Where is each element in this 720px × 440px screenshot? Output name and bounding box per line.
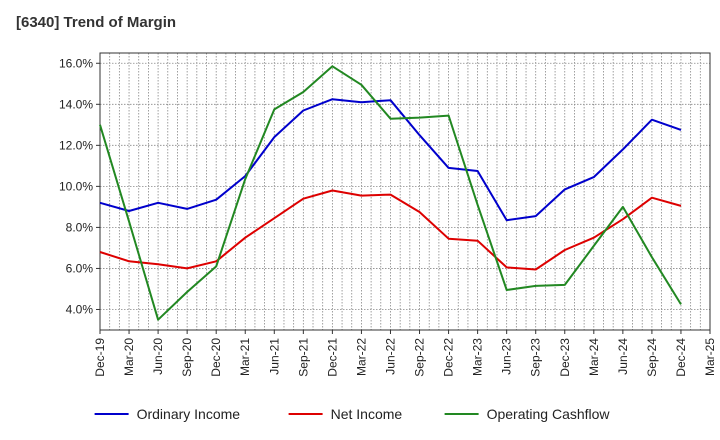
y-tick-label: 10.0% <box>59 179 93 193</box>
x-tick-label: Jun-24 <box>616 338 630 375</box>
x-tick-label: Sep-20 <box>180 338 194 377</box>
legend-label-net-income: Net Income <box>331 406 403 422</box>
x-tick-label: Mar-21 <box>238 338 252 376</box>
y-tick-label: 16.0% <box>59 56 93 70</box>
x-tick-label: Sep-22 <box>413 338 427 377</box>
x-tick-label: Mar-24 <box>587 338 601 376</box>
x-tick-label: Jun-22 <box>383 338 397 375</box>
series-lines <box>99 65 682 321</box>
series-line-net-income <box>99 189 682 271</box>
x-tick-label: Mar-25 <box>703 338 717 376</box>
gridlines <box>99 53 711 330</box>
x-tick-labels: Dec-19 Mar-20 Jun-20 Sep-20 Dec-20 Mar-21 Jun-… <box>93 338 717 377</box>
series-line-operating-cashflow <box>99 65 682 321</box>
y-tick-label: 6.0% <box>66 261 94 275</box>
y-tick-label: 12.0% <box>59 138 93 152</box>
x-tick-label: Dec-22 <box>442 338 456 377</box>
plot-frame <box>99 52 711 331</box>
x-tick-label: Dec-21 <box>325 338 339 377</box>
legend: Ordinary Income Net Income Operating Cashf… <box>94 406 611 422</box>
x-tick-label: Sep-21 <box>296 338 310 377</box>
series-line-ordinary-income <box>99 98 682 222</box>
x-tick-label: Mar-22 <box>354 338 368 376</box>
y-tick-label: 4.0% <box>66 302 94 316</box>
x-tick-label: Mar-23 <box>471 338 485 376</box>
legend-label-ordinary-income: Ordinary Income <box>137 406 241 422</box>
x-tick-label: Sep-24 <box>645 338 659 377</box>
axes <box>96 52 711 334</box>
x-tick-label: Dec-24 <box>674 338 688 377</box>
legend-label-operating-cashflow: Operating Cashflow <box>487 406 611 422</box>
x-tick-label: Jun-21 <box>267 338 281 375</box>
y-tick-label: 14.0% <box>59 97 93 111</box>
x-tick-label: Dec-23 <box>558 338 572 377</box>
x-tick-label: Sep-23 <box>529 338 543 377</box>
x-tick-label: Dec-19 <box>93 338 107 377</box>
x-tick-label: Jun-23 <box>500 338 514 375</box>
chart-title: [6340] Trend of Margin <box>16 14 177 31</box>
x-tick-label: Dec-20 <box>209 338 223 377</box>
y-tick-labels: 4.0% 6.0% 8.0% 10.0% 12.0% 14.0% 16.0% <box>59 56 93 316</box>
x-tick-label: Mar-20 <box>122 338 136 376</box>
y-tick-label: 8.0% <box>66 220 94 234</box>
x-tick-label: Jun-20 <box>151 338 165 375</box>
